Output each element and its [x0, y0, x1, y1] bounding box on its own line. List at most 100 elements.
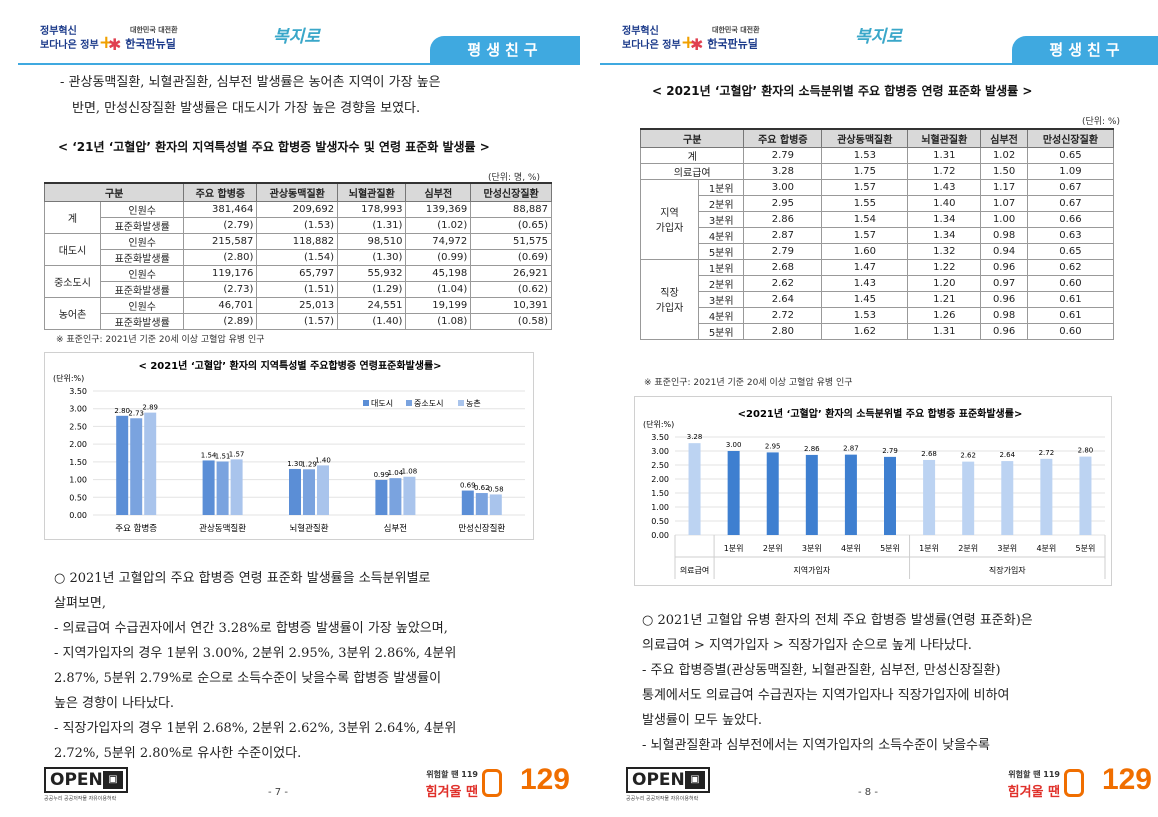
table-cell: 178,993: [337, 200, 407, 218]
table-row: 표준화발생률 (2.79) (1.53) (1.31) (1.02) (0.65): [45, 216, 552, 234]
table-cell: 1.53: [821, 146, 909, 164]
page-number: - 8 -: [858, 787, 878, 798]
region-table-caption: < ‘21년 ‘고혈압’ 환자의 지역특성별 주요 합병증 발생자수 및 연령 …: [58, 140, 490, 154]
table-cell: 1.21: [907, 290, 982, 308]
y-tick-label: 2.50: [651, 461, 669, 470]
table-header-cell: 만성신장질환: [1026, 128, 1115, 148]
star-icon: ✱: [108, 35, 122, 54]
table-cell: 2.64: [743, 290, 823, 308]
data-label: 2.95: [765, 442, 781, 450]
chart-bar: [727, 451, 740, 535]
data-label: 1.54: [201, 451, 217, 459]
x-tick-label: 2분위: [763, 544, 783, 553]
x-tick-label: 2분위: [958, 544, 978, 553]
table-cell: (1.04): [405, 280, 472, 298]
table-cell: 26,921: [470, 264, 552, 282]
table-cell: 0.96: [980, 322, 1028, 340]
gov-innovation-logo: 정부혁신 보다나은 정부+: [40, 26, 114, 53]
y-axis-unit-label: (단위:%): [53, 373, 84, 383]
chart-bar: [144, 412, 157, 515]
table-cell: 0.65: [1026, 242, 1115, 260]
table-cell: 1.57: [821, 178, 909, 196]
table-cell: 45,198: [405, 264, 472, 282]
y-tick-label: 2.50: [69, 422, 87, 431]
income-table-caption: < 2021년 ‘고혈압’ 환자의 소득분위별 주요 합병증 연령 표준화 발생…: [652, 84, 1033, 98]
table-cell: 1.20: [907, 274, 982, 292]
data-label: 1.08: [402, 468, 418, 476]
table-cell: (1.53): [256, 216, 339, 234]
y-tick-label: 2.00: [651, 475, 669, 484]
lock-icon: ▣: [685, 771, 705, 789]
x-tick-label: 5분위: [1076, 544, 1096, 553]
data-label: 1.04: [388, 469, 404, 477]
body-text-line: ○ 2021년 고혈압 유병 환자의 전체 주요 합병증 발생률(연령 표준화)…: [642, 613, 1033, 628]
x-tick-label: 4분위: [841, 544, 861, 553]
page-footer: OPEN ▣ 공공누리 공공저작물 자유이용허락 - 7 - 위험할 땐 119 …: [18, 763, 580, 803]
table-header-cell: 심부전: [980, 128, 1028, 148]
table-cell: 1.57: [821, 226, 909, 244]
table-row: 4분위 2.87 1.57 1.34 0.98 0.63: [641, 226, 1115, 244]
table-cell: 0.63: [1026, 226, 1115, 244]
page-header: 정부혁신 보다나은 정부+ 대한민국 대전환 ✱ 한국판뉴딜 복지로 평생친구: [18, 14, 580, 65]
table-cell: 2.62: [743, 274, 823, 292]
chart-bar: [884, 456, 896, 535]
data-label: 0.69: [460, 482, 476, 490]
table-cell: 1.31: [907, 322, 982, 340]
table-header-cell: 뇌혈관질환: [907, 128, 982, 148]
y-tick-label: 2.00: [69, 440, 87, 449]
body-text-line: - 직장가입자의 경우 1분위 2.68%, 2분위 2.62%, 3분위 2.…: [54, 721, 457, 736]
table-cell: 209,692: [256, 200, 339, 218]
hotline-129-logo: 위험할 땐 119 힘겨울 땐 129: [1007, 763, 1152, 800]
table-cell: (0.58): [470, 312, 552, 330]
table-row: 계 인원수 381,464 209,692 178,993 139,369 88,887: [44, 200, 552, 234]
table-cell: 1.72: [907, 162, 982, 180]
table-cell: 0.65: [1026, 146, 1115, 164]
table-cell: 51,575: [470, 232, 552, 250]
table-cell: 1.45: [821, 290, 909, 308]
chart-bar: [923, 459, 936, 535]
table-cell: 2.79: [743, 146, 823, 164]
body-text-line: 2.72%, 5분위 2.80%로 유사한 수준이었다.: [54, 746, 302, 761]
star-icon: ✱: [690, 35, 704, 54]
table-cell: (1.31): [337, 216, 407, 234]
body-text-line: 살펴보면,: [54, 596, 106, 611]
header-divider: [18, 63, 580, 65]
table-cell: 55,932: [337, 264, 407, 282]
data-label: 1.29: [301, 460, 317, 468]
table-cell: 65,797: [256, 264, 339, 282]
table-row: 대도시 인원수 215,587 118,882 98,510 74,972 51,575: [44, 232, 552, 266]
table-row: 지역 가입자 1분위 3.00 1.57 1.43 1.17 0.67: [640, 178, 1115, 260]
body-text-line: - 뇌혈관질환과 심부전에서는 지역가입자의 소득수준이 낮을수록: [642, 738, 990, 753]
table-header-cell: 뇌혈관질환: [337, 182, 407, 202]
x-tick-label: 3분위: [802, 544, 822, 553]
body-text-line: 통계에서도 의료급여 수급권자는 지역가입자나 직장가입자에 비하여: [642, 688, 1010, 703]
table-cell: (0.65): [470, 216, 552, 234]
y-tick-label: 1.00: [651, 503, 669, 512]
row-label: 표준화발생률: [99, 280, 185, 298]
chart-bar: [844, 454, 857, 535]
region-table-note: ※ 표준인구: 2021년 기준 20세 이상 고혈압 유병 인구: [56, 335, 265, 345]
gov-innovation-logo: 정부혁신 보다나은 정부+: [622, 26, 696, 53]
chart-bar: [389, 478, 402, 515]
table-cell: (2.80): [183, 248, 258, 266]
korean-new-deal-logo: 대한민국 대전환 ✱ 한국판뉴딜: [108, 26, 178, 54]
y-tick-label: 0.00: [69, 511, 87, 520]
row-label: 1분위: [697, 258, 745, 276]
table-cell: 0.94: [980, 242, 1028, 260]
y-tick-label: 1.00: [69, 476, 87, 485]
chart-bar: [805, 454, 818, 535]
data-label: 0.62: [474, 484, 490, 492]
x-tick-label: 관상동맥질환: [199, 523, 246, 534]
table-header-cell: 주요 합병증: [743, 128, 823, 148]
table-cell: (1.08): [405, 312, 472, 330]
row-label: 인원수: [99, 232, 185, 250]
data-label: 2.80: [1078, 447, 1094, 455]
chart-title: <2021년 ‘고혈압’ 환자의 소득분위별 주요 합병증 표준화발생률>: [738, 407, 1023, 420]
table-cell: 98,510: [337, 232, 407, 250]
table-cell: 25,013: [256, 296, 339, 314]
x-tick-label: 뇌혈관질환: [289, 523, 328, 534]
chart-bar: [475, 493, 488, 515]
data-label: 3.00: [726, 441, 742, 449]
open-license-badge: OPEN ▣: [626, 767, 710, 793]
table-row: 5분위 2.79 1.60 1.32 0.94 0.65: [641, 242, 1115, 260]
